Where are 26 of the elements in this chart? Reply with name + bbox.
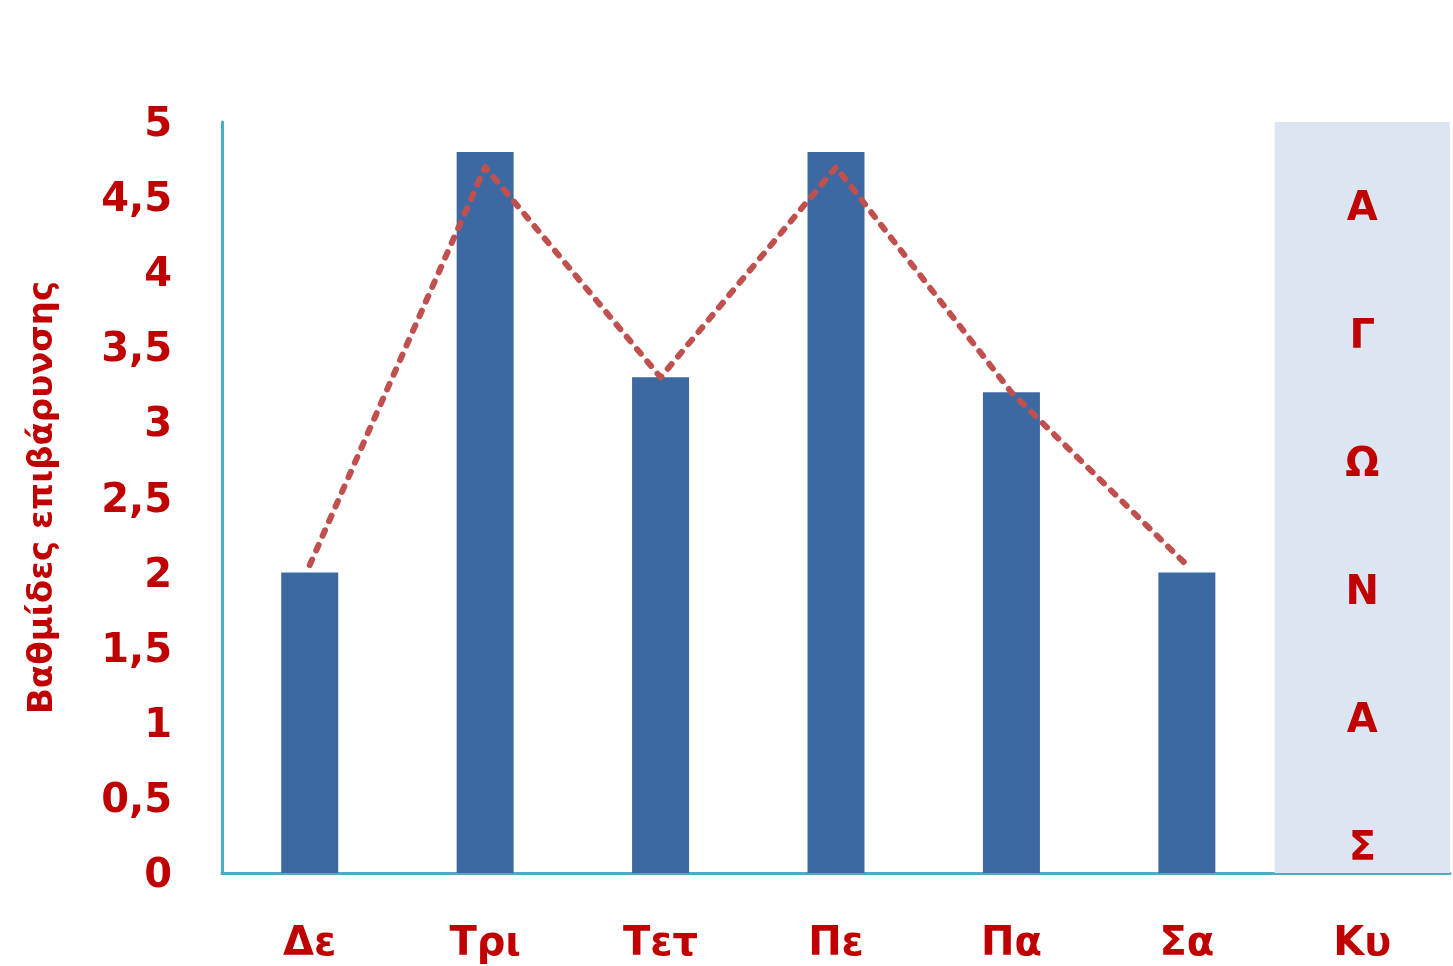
text: ΑΓΩΝΑΣ bbox=[1345, 183, 1380, 869]
x-tick-label: Πα bbox=[980, 918, 1042, 964]
bar bbox=[456, 152, 514, 873]
bar bbox=[807, 152, 865, 873]
x-tick-label: Τρι bbox=[449, 918, 521, 964]
y-tick-label: 4 bbox=[144, 249, 172, 296]
bar bbox=[632, 377, 690, 873]
x-tick-label: Κυ bbox=[1333, 918, 1392, 964]
bar bbox=[982, 392, 1040, 873]
y-axis-title: Βαθμίδες επιβάρυνσης bbox=[20, 280, 60, 715]
y-tick-label: 1,5 bbox=[101, 624, 172, 671]
y-tick-label: 4,5 bbox=[101, 174, 172, 221]
y-tick-label: 3 bbox=[144, 399, 172, 446]
x-tick-label: Πε bbox=[808, 918, 864, 964]
y-tick-label: 3,5 bbox=[101, 324, 172, 371]
x-tick-label: Δε bbox=[283, 918, 337, 964]
y-tick-label: 2,5 bbox=[101, 474, 172, 521]
y-tick-label: 0 bbox=[144, 850, 172, 896]
x-tick-label: Σα bbox=[1159, 918, 1215, 964]
y-tick-label: 1 bbox=[144, 699, 172, 746]
y-tick-label: 5 bbox=[144, 99, 172, 145]
bar bbox=[1158, 572, 1216, 873]
bar bbox=[281, 572, 339, 873]
y-tick-label: 0,5 bbox=[101, 774, 172, 821]
x-tick-label: Τετ bbox=[623, 918, 699, 964]
y-tick-label: 2 bbox=[144, 549, 172, 596]
